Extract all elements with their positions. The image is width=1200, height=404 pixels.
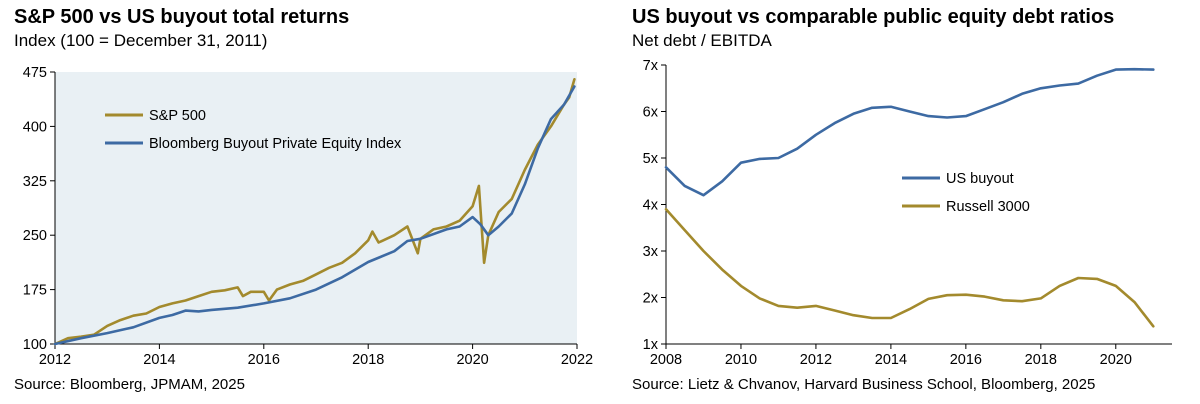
x-tick-label: 2012 [800, 352, 832, 368]
x-tick-label: 2010 [725, 352, 757, 368]
left-chart-title: S&P 500 vs US buyout total returns [14, 6, 350, 28]
y-tick-label: 2x [643, 291, 659, 307]
x-tick-label: 2016 [950, 352, 982, 368]
left-chart-panel: S&P 500 vs US buyout total returns Index… [14, 6, 593, 393]
right-chart-title: US buyout vs comparable public equity de… [632, 6, 1115, 28]
x-tick-label: 2020 [1100, 352, 1132, 368]
y-tick-label: 250 [23, 228, 47, 244]
y-tick-label: 7x [643, 58, 659, 74]
y-tick-label: 5x [643, 151, 659, 167]
series-line-s-p-500 [53, 78, 576, 346]
x-tick-label: 2022 [561, 352, 593, 368]
left-chart-svg: 100 175 250 325 400 475 2012 2014 2016 2018 2020 20… [23, 65, 593, 368]
left-chart-subtitle: Index (100 = December 31, 2011) [14, 31, 268, 50]
y-tick-label: 1x [643, 337, 659, 353]
series-line-russell-3000 [664, 207, 1155, 328]
right-chart-subtitle: Net debt / EBITDA [632, 31, 772, 50]
series-line-us-buyout [664, 67, 1155, 197]
legend-label: Russell 3000 [946, 199, 1030, 215]
right-chart-source: Source: Lietz & Chvanov, Harvard Busines… [632, 376, 1096, 393]
legend-label: S&P 500 [149, 108, 206, 124]
right-chart-panel: US buyout vs comparable public equity de… [620, 0, 1200, 404]
legend-label: US buyout [946, 171, 1014, 187]
plot-area [55, 72, 577, 344]
y-tick-label: 175 [23, 283, 47, 299]
y-tick-label: 6x [643, 105, 659, 121]
series-line-bloomberg-buyout-private-equity-index [53, 85, 576, 346]
x-tick-label: 2012 [39, 352, 71, 368]
y-tick-label: 4x [643, 198, 659, 214]
y-tick-label: 400 [23, 119, 47, 135]
x-tick-label: 2020 [456, 352, 488, 368]
x-tick-label: 2016 [248, 352, 280, 368]
x-tick-label: 2008 [650, 352, 682, 368]
left-chart-source: Source: Bloomberg, JPMAM, 2025 [14, 376, 245, 393]
x-tick-label: 2014 [143, 352, 175, 368]
x-tick-label: 2014 [875, 352, 907, 368]
legend-label: Bloomberg Buyout Private Equity Index [149, 136, 402, 152]
y-tick-label: 325 [23, 174, 47, 190]
x-tick-label: 2018 [1025, 352, 1057, 368]
y-tick-label: 475 [23, 65, 47, 81]
y-tick-label: 3x [643, 244, 659, 260]
right-chart-svg: 1x 2x 3x 4x 5x 6x 7x 2008 2010 2012 2014 2016 2018 20… [643, 58, 1172, 368]
x-tick-label: 2018 [352, 352, 384, 368]
y-tick-label: 100 [23, 337, 47, 353]
